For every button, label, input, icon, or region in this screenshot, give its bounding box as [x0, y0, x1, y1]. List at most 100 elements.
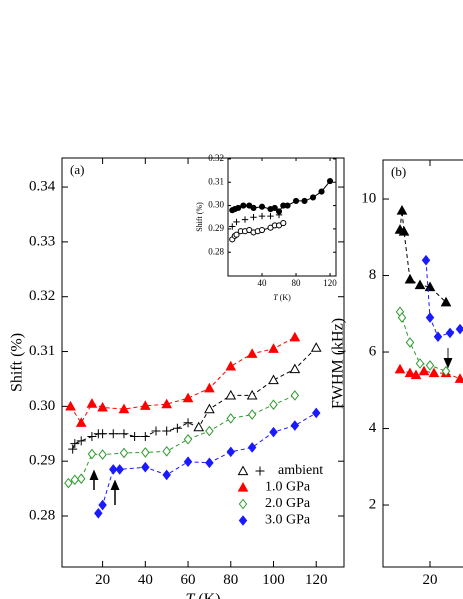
- marker: [225, 389, 237, 400]
- marker: [238, 498, 248, 510]
- marker: [241, 216, 249, 223]
- x-axis-unit: (K): [198, 591, 220, 599]
- marker: [398, 226, 410, 236]
- y-tick-label: 0.31: [208, 176, 224, 186]
- marker: [118, 403, 130, 414]
- marker: [205, 425, 214, 437]
- marker: [226, 446, 236, 458]
- marker: [292, 197, 300, 204]
- marker: [404, 367, 416, 378]
- marker: [119, 447, 129, 459]
- legend-label: 1.0 GPa: [265, 480, 311, 495]
- y-tick-label: 6: [369, 343, 377, 359]
- marker: [289, 331, 301, 342]
- y-tick-label: 0.32: [29, 288, 55, 304]
- marker: [238, 515, 248, 526]
- marker: [309, 194, 317, 201]
- y-axis-label: Shift (%): [195, 202, 204, 232]
- x-tick-label: 40: [258, 278, 268, 288]
- marker: [237, 465, 249, 476]
- marker: [414, 279, 426, 290]
- marker: [233, 231, 240, 238]
- marker: [162, 469, 171, 481]
- x-axis-symbol: T: [273, 293, 278, 302]
- marker: [445, 327, 455, 339]
- marker: [284, 202, 291, 209]
- y-tick-label: 0.30: [29, 398, 55, 414]
- marker: [255, 466, 265, 476]
- marker: [289, 363, 301, 374]
- marker: [141, 447, 150, 458]
- marker: [247, 442, 257, 453]
- marker: [433, 331, 443, 343]
- marker: [204, 403, 215, 414]
- marker: [130, 432, 140, 442]
- marker: [275, 211, 283, 219]
- marker: [161, 398, 173, 409]
- marker: [247, 409, 257, 420]
- marker: [162, 446, 171, 457]
- marker: [75, 417, 87, 427]
- marker: [271, 204, 278, 211]
- x-axis-label: T (K): [185, 591, 220, 599]
- marker: [151, 426, 161, 436]
- marker: [139, 400, 151, 410]
- y-tick-label: 0.32: [208, 153, 224, 163]
- y-tick-label: 0.28: [29, 507, 55, 523]
- marker: [172, 423, 182, 433]
- marker: [205, 457, 214, 469]
- marker: [76, 473, 86, 485]
- marker: [97, 401, 108, 412]
- marker: [290, 390, 300, 401]
- x-axis-symbol: T: [185, 591, 195, 599]
- legend-label: 3.0 GPa: [265, 513, 311, 528]
- marker: [418, 365, 430, 376]
- marker: [162, 426, 172, 436]
- marker: [225, 360, 237, 371]
- y-tick-label: 0.31: [29, 343, 55, 359]
- marker: [64, 477, 73, 489]
- marker: [421, 254, 431, 266]
- marker: [250, 214, 257, 221]
- y-tick-label: 0.33: [29, 233, 55, 249]
- marker: [441, 365, 451, 377]
- marker: [267, 212, 274, 220]
- marker: [246, 389, 258, 400]
- y-axis-label: FWHM (kHz): [330, 318, 347, 409]
- marker: [193, 421, 205, 432]
- marker: [183, 433, 193, 445]
- marker: [235, 204, 242, 211]
- marker: [98, 429, 108, 439]
- y-tick-label: 4: [369, 420, 377, 436]
- legend-label: 2.0 GPa: [265, 496, 311, 511]
- marker: [425, 312, 435, 323]
- y-tick-label: 10: [361, 190, 376, 206]
- marker: [415, 358, 425, 369]
- marker: [428, 367, 440, 378]
- x-axis-label: T (K): [273, 293, 291, 302]
- marker: [394, 363, 406, 374]
- marker: [310, 342, 322, 352]
- legend-label: ambient: [278, 463, 323, 478]
- marker: [98, 449, 107, 460]
- marker: [268, 343, 279, 353]
- marker: [246, 348, 258, 358]
- marker: [183, 456, 193, 468]
- marker: [109, 464, 118, 475]
- marker: [410, 369, 422, 380]
- marker: [119, 429, 129, 439]
- marker: [440, 296, 452, 307]
- marker: [141, 461, 150, 473]
- marker: [397, 312, 407, 323]
- marker: [229, 223, 236, 230]
- marker: [68, 444, 78, 454]
- x-tick-label: 20: [423, 572, 438, 588]
- marker: [183, 418, 193, 428]
- marker: [240, 202, 247, 209]
- marker: [70, 474, 80, 486]
- marker: [76, 436, 86, 446]
- panel: 20 2 4 6 8 10 (b) FWHM (kHz): [330, 159, 463, 588]
- marker: [269, 399, 278, 411]
- marker: [98, 499, 107, 511]
